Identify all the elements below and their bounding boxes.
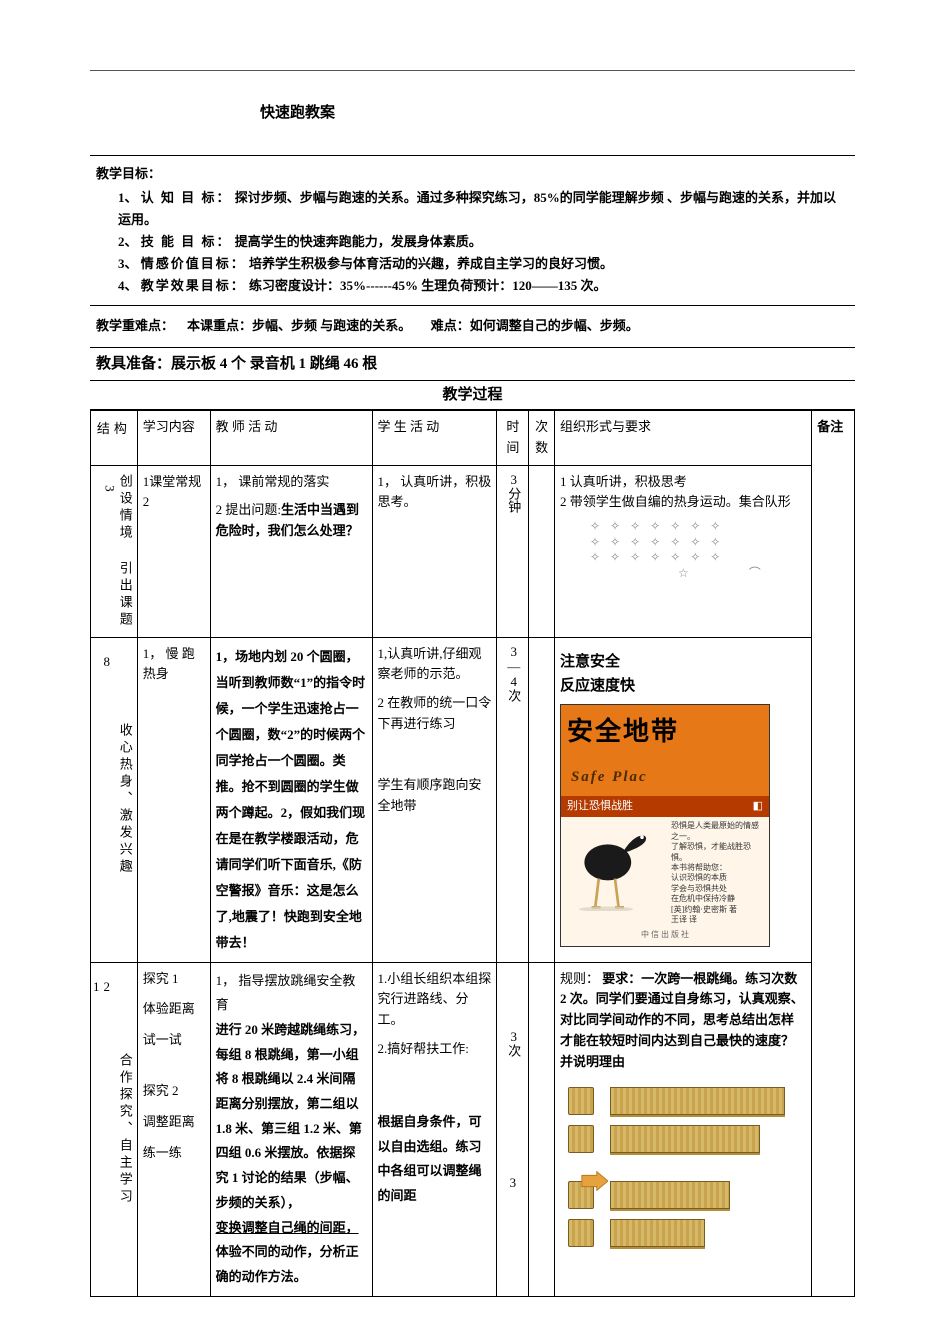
row2-time: 3—4次 (497, 637, 529, 962)
row1-times (529, 465, 555, 637)
hdr-student: 学 生 活 动 (372, 411, 497, 466)
hdr-org: 组织形式与要求 (554, 411, 811, 466)
difficulty-block: 教学重难点： 本课重点：步幅、步频 与跑速的关系。 难点：如何调整自己的步幅、步… (90, 305, 855, 347)
post-icon (568, 1125, 594, 1153)
safety-zone-image: 安全地带 Safe Plac 别让恐惧战胜 ◧ (560, 704, 770, 947)
lane (610, 1219, 705, 1247)
process-heading: 教学过程 (90, 380, 855, 409)
hdr-time: 时间 (497, 411, 529, 466)
lane (610, 1087, 785, 1115)
row2-student: 1,认真听讲,仔细观察老师的示范。 2 在教师的统一口令下再进行练习 学生有顺序… (372, 637, 497, 962)
row3-times (529, 962, 555, 1296)
obj-2: 2、 技 能 目 标： 提高学生的快速奔跑能力，发展身体素质。 (118, 231, 849, 253)
row2-times (529, 637, 555, 962)
formation-diagram: ✧✧✧✧✧✧✧ ✧✧✧✧✧✧✧ ✧✧✧✧✧✧✧ ☆ ⌒ (560, 519, 806, 581)
hdr-times: 次数 (529, 411, 555, 466)
post-icon (568, 1219, 594, 1247)
row2-org: 注意安全 反应速度快 安全地带 Safe Plac 别让恐惧战胜 ◧ (554, 637, 811, 962)
row1-content: 1课堂常规 2 (137, 465, 210, 637)
table-row: 收心热身、激发兴趣 8 1， 慢 跑 热身 1，场地内划 20 个圆圈，当听到教… (91, 637, 855, 962)
lane (610, 1125, 760, 1153)
row1-org: 1 认真听讲，积极思考 2 带领学生做自编的热身运动。集合队形 ✧✧✧✧✧✧✧ … (554, 465, 811, 637)
row3-time: 3次 3 (497, 962, 529, 1296)
row3-teacher: 1， 指导摆放跳绳安全教育 进行 20 米跨越跳绳练习，每组 8 根跳绳，第一小… (210, 962, 372, 1296)
row3-student: 1.小组长组织本组探究行进路线、分工。 2.搞好帮扶工作: 根据自身条件，可以自… (372, 962, 497, 1296)
row3-content: 探究 1 体验距离 试一试 探究 2 调整距离 练一练 (137, 962, 210, 1296)
hdr-content: 学习内容 (137, 411, 210, 466)
tools-block: 教具准备：展示板 4 个 录音机 1 跳绳 46 根 (90, 347, 855, 380)
row1-student: 1， 认真听讲，积极思考。 (372, 465, 497, 637)
row2-teacher: 1，场地内划 20 个圆圈，当听到教师数“1”的指令时候，一个学生迅速抢占一个圆… (210, 637, 372, 962)
row1-time: 3分钟 (497, 465, 529, 637)
hdr-teacher: 教 师 活 动 (210, 411, 372, 466)
table-row: 合作探究、自主学习 12 探究 1 体验距离 试一试 探究 2 调整距离 练一练… (91, 962, 855, 1296)
page: 快速跑教案 教学目标： 1、 认 知 目 标： 探讨步频、步幅与跑速的关系。通过… (0, 0, 945, 1337)
objectives-heading: 教学目标： (96, 164, 849, 185)
obj-4: 4、 教学效果目标： 练习密度设计：35%------45% 生理负荷预计：12… (118, 275, 849, 297)
rope-diagram (560, 1081, 790, 1251)
arrow-icon (580, 1171, 608, 1191)
obj-3: 3、 情感价值目标： 培养学生积极参与体育活动的兴趣，养成自主学习的良好习惯。 (118, 253, 849, 275)
top-rule (90, 70, 855, 71)
row2-struct: 收心热身、激发兴趣 8 (91, 637, 138, 962)
table-row: 创设情境 引出课题 3 1课堂常规 2 1， 课前常规的落实 2 提出问题:生活… (91, 465, 855, 637)
hdr-struct: 结构 (91, 411, 138, 466)
ostrich-icon (565, 821, 665, 911)
lane (610, 1181, 730, 1209)
obj-1: 1、 认 知 目 标： 探讨步频、步幅与跑速的关系。通过多种探究练习，85%的同… (118, 187, 849, 231)
doc-title: 快速跑教案 (260, 101, 855, 125)
row1-struct: 创设情境 引出课题 3 (91, 465, 138, 637)
process-grid: 结构 学习内容 教 师 活 动 学 生 活 动 时间 次数 组织形式与要求 备注… (90, 409, 855, 1297)
hdr-notes: 备注 (812, 411, 855, 1297)
row2-content: 1， 慢 跑 热身 (137, 637, 210, 962)
objectives-block: 教学目标： 1、 认 知 目 标： 探讨步频、步幅与跑速的关系。通过多种探究练习… (90, 155, 855, 305)
post-icon (568, 1087, 594, 1115)
row3-org: 规则： 要求：一次跨一根跳绳。练习次数 2 次。同学们要通过自身练习，认真观察、… (554, 962, 811, 1296)
tag-icon: ◧ (753, 798, 763, 816)
row1-teacher: 1， 课前常规的落实 2 提出问题:生活中当遇到危险时，我们怎么处理？ (210, 465, 372, 637)
row3-struct: 合作探究、自主学习 12 (91, 962, 138, 1296)
table-header: 结构 学习内容 教 师 活 动 学 生 活 动 时间 次数 组织形式与要求 备注 (91, 411, 855, 466)
process-table: 结构 学习内容 教 师 活 动 学 生 活 动 时间 次数 组织形式与要求 备注… (90, 410, 855, 1297)
